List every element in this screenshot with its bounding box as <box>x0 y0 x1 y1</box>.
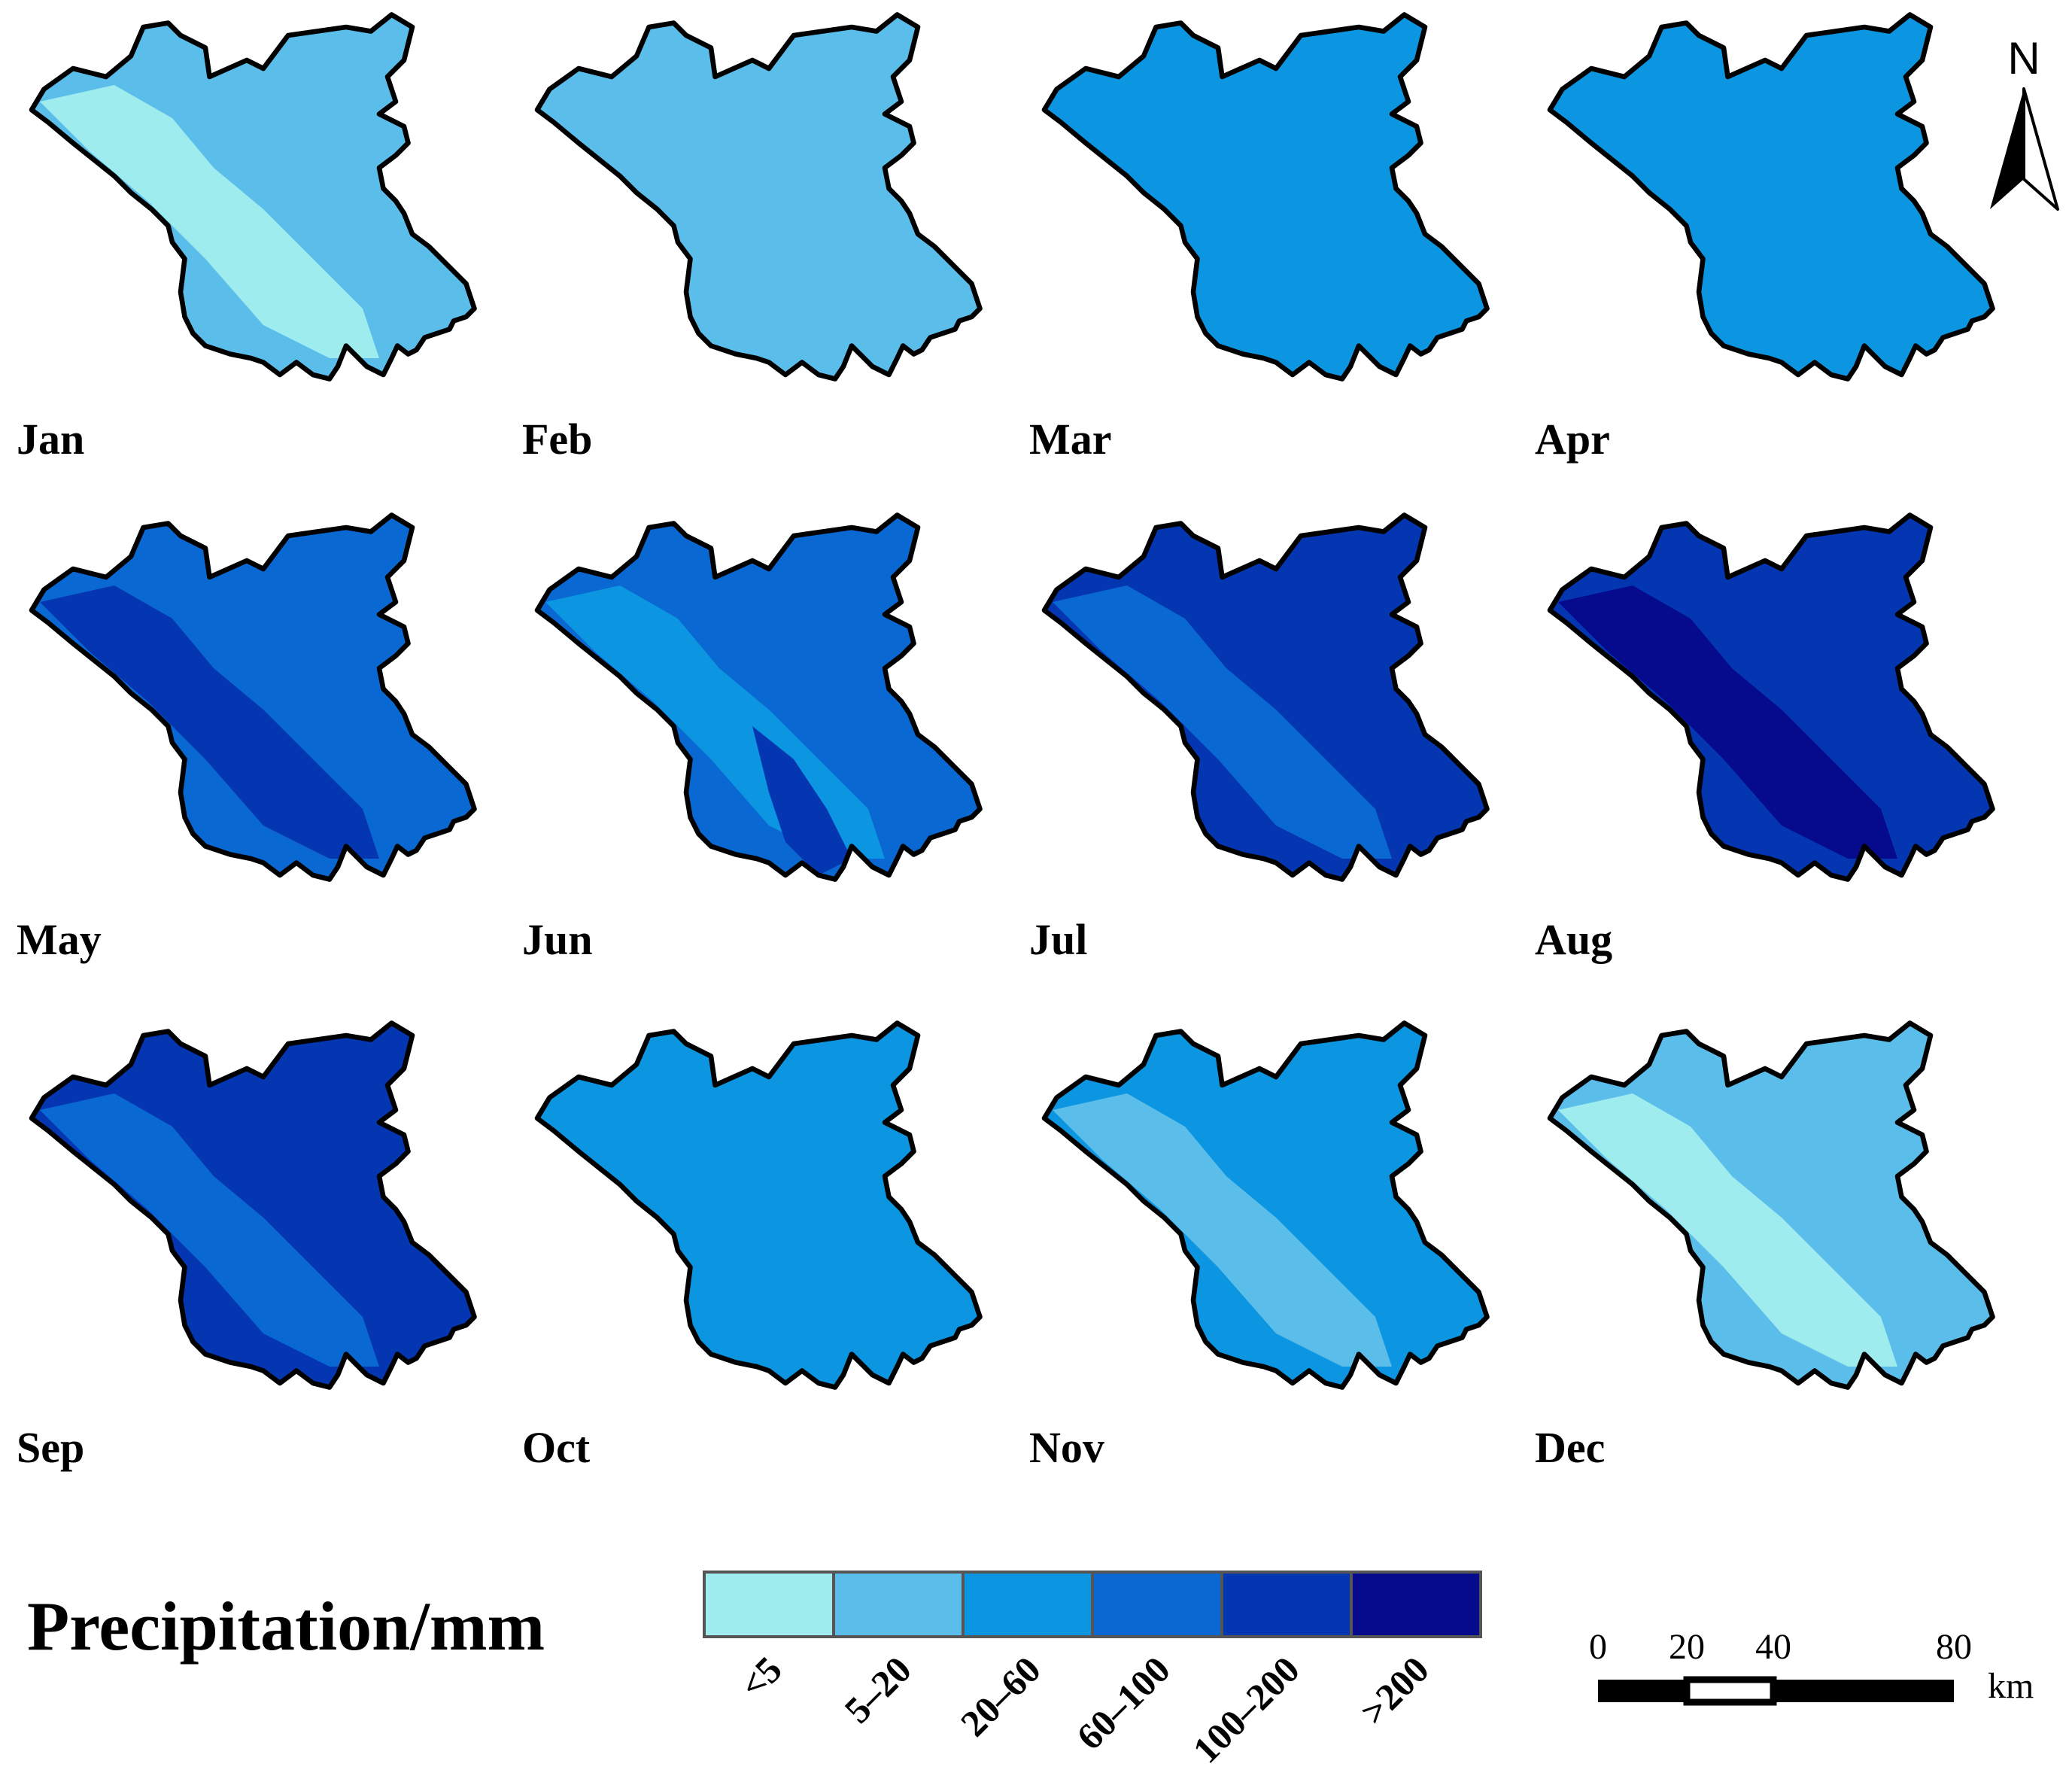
map-patch <box>40 1093 379 1367</box>
map-fill <box>537 14 980 379</box>
legend-title: Precipitation/mm <box>27 1588 545 1665</box>
map-patches <box>1558 1093 1897 1367</box>
map-fill <box>32 515 475 880</box>
monthly-maps: Jan Feb Mar Apr May Jun Jul Aug Sep Oct Nov Dec <box>17 15 1993 1472</box>
north-arrow-right-half <box>2022 87 2059 211</box>
scale-segment-0-20 <box>1598 1680 1687 1702</box>
map-jul <box>1044 515 1487 880</box>
legend: Precipitation/mm <5 5–20 20–60 60–100 100–20… <box>27 1571 1482 1771</box>
map-patches <box>1558 585 1897 859</box>
map-patch <box>752 726 852 875</box>
month-label-jul: Jul <box>1029 915 1087 964</box>
scale-segment-40-80 <box>1773 1680 1954 1702</box>
map-fill <box>1550 14 1993 379</box>
legend-label: 60–100 <box>1068 1648 1178 1758</box>
month-label-nov: Nov <box>1029 1423 1104 1472</box>
map-jan <box>32 15 475 379</box>
legend-swatch <box>703 1571 835 1638</box>
map-patch <box>1558 585 1897 859</box>
map-fill <box>1044 515 1487 880</box>
month-label-mar: Mar <box>1029 415 1112 464</box>
legend-swatch <box>1220 1571 1353 1638</box>
month-label-oct: Oct <box>522 1423 591 1472</box>
map-patch <box>40 85 379 358</box>
north-arrow-left-half <box>1990 89 2024 209</box>
legend-swatch <box>1350 1571 1482 1638</box>
map-fill <box>32 1023 475 1388</box>
month-label-dec: Dec <box>1535 1423 1605 1472</box>
map-sep <box>32 1023 475 1388</box>
map-patch <box>1053 1093 1392 1367</box>
map-fill <box>1550 1023 1993 1388</box>
month-label-may: May <box>17 915 102 964</box>
map-fill <box>537 515 980 880</box>
map-patches <box>40 85 379 358</box>
map-patches <box>40 1093 379 1367</box>
scale-segment-20-40 <box>1683 1676 1777 1706</box>
legend-swatch <box>832 1571 965 1638</box>
map-fill <box>1550 515 1993 880</box>
map-fill <box>537 1023 980 1388</box>
map-aug <box>1550 515 1993 880</box>
scale-tick-80: 80 <box>1936 1627 1972 1667</box>
legend-swatch <box>1091 1571 1223 1638</box>
legend-frame <box>703 1571 1482 1638</box>
map-fill <box>1044 1023 1487 1388</box>
legend-label: 5–20 <box>836 1648 919 1731</box>
scale-tick-0: 0 <box>1589 1627 1607 1667</box>
legend-label: 20–60 <box>952 1648 1049 1744</box>
scale-tick-40: 40 <box>1755 1627 1791 1667</box>
legend-label: >200 <box>1352 1648 1437 1733</box>
map-fill <box>32 14 475 379</box>
month-label-apr: Apr <box>1535 415 1610 464</box>
legend-label: 100–200 <box>1184 1648 1307 1771</box>
map-patches <box>1053 585 1392 859</box>
legend-swatch <box>962 1571 1094 1638</box>
map-mar <box>1044 15 1487 379</box>
legend-label: <5 <box>731 1648 789 1706</box>
map-patch <box>1558 1093 1897 1367</box>
north-arrow-icon: N <box>1990 33 2059 211</box>
map-patches <box>545 585 885 875</box>
month-label-feb: Feb <box>522 415 592 464</box>
map-patches <box>1053 1093 1392 1367</box>
legend-swatches <box>703 1571 1482 1638</box>
scale-bar: 0 20 40 80 km <box>1589 1627 2034 1706</box>
month-label-aug: Aug <box>1535 915 1612 964</box>
north-label: N <box>2007 33 2040 84</box>
map-oct <box>537 1023 980 1388</box>
map-jun <box>537 515 980 880</box>
map-feb <box>537 15 980 379</box>
map-dec <box>1550 1023 1993 1388</box>
legend-labels: <5 5–20 20–60 60–100 100–200 >200 <box>731 1648 1436 1771</box>
map-patches <box>40 585 379 859</box>
map-nov <box>1044 1023 1487 1388</box>
map-patch <box>1053 585 1392 859</box>
month-label-jan: Jan <box>17 415 84 464</box>
scale-tick-20: 20 <box>1669 1627 1705 1667</box>
map-fill <box>1044 14 1487 379</box>
map-patch <box>40 585 379 859</box>
month-label-jun: Jun <box>522 915 593 964</box>
map-may <box>32 515 475 880</box>
scale-unit: km <box>1988 1666 2034 1706</box>
month-label-sep: Sep <box>17 1423 84 1472</box>
map-apr <box>1550 15 1993 379</box>
